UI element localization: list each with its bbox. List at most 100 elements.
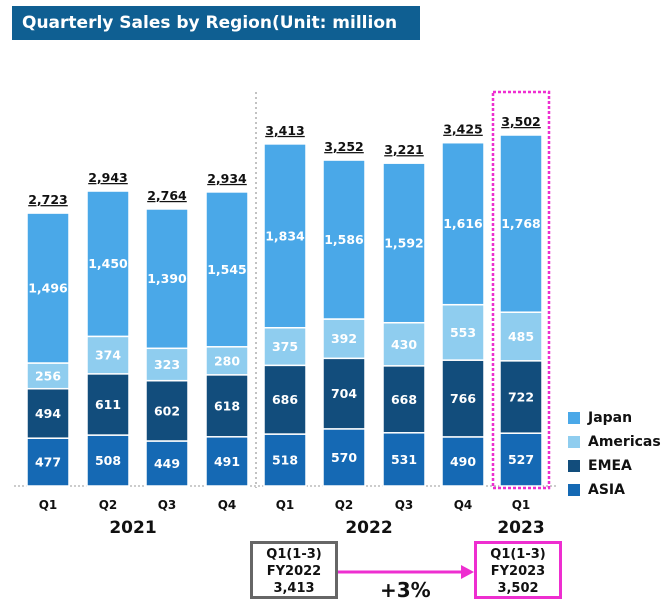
data-label-asia-4: 518: [272, 453, 298, 468]
data-label-emea-2: 602: [154, 403, 180, 418]
data-label-japan-5: 1,586: [324, 232, 364, 247]
legend-label-emea: EMEA: [588, 458, 632, 474]
data-label-emea-7: 766: [450, 391, 476, 406]
bar-segment-americas-3: [205, 346, 249, 376]
x-tick-label-5: Q2: [335, 498, 354, 512]
bar-segment-japan-1: [86, 190, 130, 338]
growth-arrow-head: [461, 565, 474, 579]
x-tick-label-3: Q4: [218, 498, 237, 512]
legend-swatch-asia: [568, 484, 580, 496]
data-label-emea-8: 722: [508, 389, 534, 404]
x-tick-label-0: Q1: [39, 498, 58, 512]
data-label-japan-6: 1,592: [384, 235, 424, 250]
data-label-emea-3: 618: [214, 398, 240, 413]
bar-segment-americas-2: [145, 347, 189, 382]
chart-title: Quarterly Sales by Region(Unit: million …: [12, 6, 420, 67]
comparison-fy2022-period: Q1(1-3): [266, 547, 322, 562]
data-label-americas-6: 430: [391, 337, 417, 352]
total-label-2: 2,764: [147, 188, 187, 203]
legend-swatch-japan: [568, 412, 580, 424]
bar-segment-japan-7: [441, 141, 485, 306]
data-label-japan-7: 1,616: [443, 216, 483, 231]
comparison-fy2023-year: FY2023: [490, 564, 546, 579]
total-label-1: 2,943: [88, 170, 128, 185]
bar-segment-asia-2: [145, 440, 189, 487]
year-label-2022: 2022: [345, 518, 392, 538]
bar-segment-emea-7: [441, 359, 485, 438]
data-label-americas-8: 485: [508, 329, 534, 344]
bar-segment-japan-2: [145, 208, 189, 350]
bar-segment-asia-3: [205, 436, 249, 487]
data-label-emea-0: 494: [35, 406, 61, 421]
total-label-3: 2,934: [207, 171, 247, 186]
bar-segment-americas-0: [26, 362, 70, 390]
legend-label-japan: Japan: [588, 410, 633, 426]
data-label-americas-4: 375: [272, 339, 298, 354]
data-label-japan-1: 1,450: [88, 256, 128, 271]
bar-segment-emea-0: [26, 387, 70, 439]
legend-label-asia: ASIA: [588, 482, 625, 498]
legend-label-americas: Americas: [588, 434, 661, 450]
data-label-americas-5: 392: [331, 331, 357, 346]
comparison-fy2022-value: 3,413: [273, 581, 315, 596]
data-label-japan-8: 1,768: [501, 216, 541, 231]
total-label-0: 2,723: [28, 192, 68, 207]
bar-segment-asia-1: [86, 434, 130, 487]
legend-swatch-americas: [568, 436, 580, 448]
x-tick-label-2: Q3: [158, 498, 177, 512]
growth-rate-label: +3%: [380, 578, 431, 602]
legend-item-emea: EMEA: [568, 454, 661, 478]
year-label-2021: 2021: [109, 518, 156, 538]
data-label-americas-7: 553: [450, 325, 476, 340]
bar-segment-americas-5: [322, 318, 366, 360]
data-label-americas-3: 280: [214, 353, 240, 368]
data-label-asia-8: 527: [508, 452, 534, 467]
legend-item-japan: Japan: [568, 406, 661, 430]
data-label-japan-3: 1,545: [207, 262, 247, 277]
total-label-5: 3,252: [324, 139, 364, 154]
total-label-7: 3,425: [443, 122, 483, 137]
legend-item-americas: Americas: [568, 430, 661, 454]
data-label-asia-6: 531: [391, 452, 417, 467]
total-label-4: 3,413: [265, 123, 305, 138]
bar-segment-asia-7: [441, 436, 485, 487]
bar-segment-japan-4: [263, 143, 307, 329]
bar-segment-emea-2: [145, 379, 189, 442]
data-label-asia-2: 449: [154, 456, 180, 471]
data-label-americas-2: 323: [154, 357, 180, 372]
highlight-box-2023-q1: [491, 90, 551, 490]
x-tick-label-8: Q1: [512, 498, 531, 512]
data-label-emea-5: 704: [331, 386, 357, 401]
comparison-fy2022-year: FY2022: [266, 564, 322, 579]
total-label-8: 3,502: [501, 114, 541, 129]
bar-segment-japan-3: [205, 191, 249, 348]
bar-segment-japan-8: [499, 134, 543, 313]
data-label-emea-4: 686: [272, 392, 298, 407]
data-label-americas-0: 256: [35, 368, 61, 383]
data-label-asia-1: 508: [95, 453, 121, 468]
bar-segment-asia-4: [263, 433, 307, 487]
data-label-japan-2: 1,390: [147, 271, 187, 286]
data-label-asia-5: 570: [331, 450, 357, 465]
total-label-6: 3,221: [384, 142, 424, 157]
bar-segment-japan-6: [382, 162, 426, 324]
data-label-japan-0: 1,496: [28, 281, 68, 296]
x-tick-label-6: Q3: [395, 498, 414, 512]
x-tick-label-7: Q4: [454, 498, 473, 512]
bar-segment-americas-1: [86, 335, 130, 375]
data-label-emea-6: 668: [391, 392, 417, 407]
bar-segment-emea-3: [205, 374, 249, 438]
bar-segment-japan-0: [26, 212, 70, 364]
x-tick-label-4: Q1: [276, 498, 295, 512]
data-label-asia-0: 477: [35, 455, 61, 470]
data-label-americas-1: 374: [95, 348, 121, 363]
bar-segment-asia-0: [26, 437, 70, 487]
data-label-asia-3: 491: [214, 454, 240, 469]
comparison-box-fy2022: Q1(1-3) FY2022 3,413: [250, 541, 338, 599]
comparison-box-fy2023: Q1(1-3) FY2023 3,502: [474, 541, 562, 599]
data-label-japan-4: 1,834: [265, 228, 305, 243]
legend-item-asia: ASIA: [568, 478, 661, 502]
bar-segment-japan-5: [322, 159, 366, 320]
bar-segment-emea-4: [263, 364, 307, 435]
